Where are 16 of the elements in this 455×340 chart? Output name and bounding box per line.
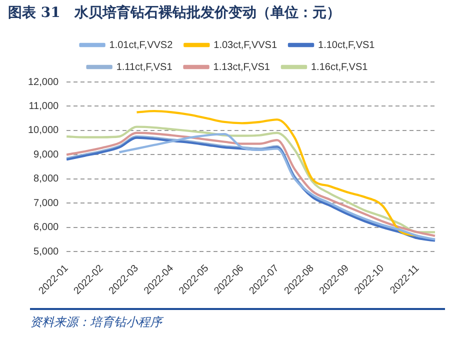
legend-label: 1.13ct,F,VS1	[213, 62, 270, 73]
y-tick-label: 11,000	[28, 100, 60, 112]
legend-label: 1.11ct,F,VS1	[116, 62, 173, 73]
legend-label: 1.01ct,F,VVS2	[109, 40, 174, 51]
y-tick-label: 6,000	[34, 222, 60, 234]
legend-label: 1.03ct,F,VVS1	[214, 40, 278, 51]
y-tick-label: 9,000	[34, 149, 60, 160]
y-tick-label: 12,000	[28, 76, 60, 88]
y-tick-label: 10,000	[28, 125, 60, 136]
y-tick-label: 8,000	[34, 174, 60, 185]
chart-title: 图表 31 水贝培育钻石裸钻批发价变动（单位：元）	[8, 4, 340, 22]
text: 资料来源：培育钻小程序	[30, 308, 445, 331]
y-tick-label: 5,000	[34, 246, 60, 258]
legend-label: 1.16ct,F,VS1	[310, 62, 368, 73]
legend-label: 1.10ct,F,VS1	[318, 40, 376, 51]
y-tick-label: 7,000	[34, 198, 60, 209]
